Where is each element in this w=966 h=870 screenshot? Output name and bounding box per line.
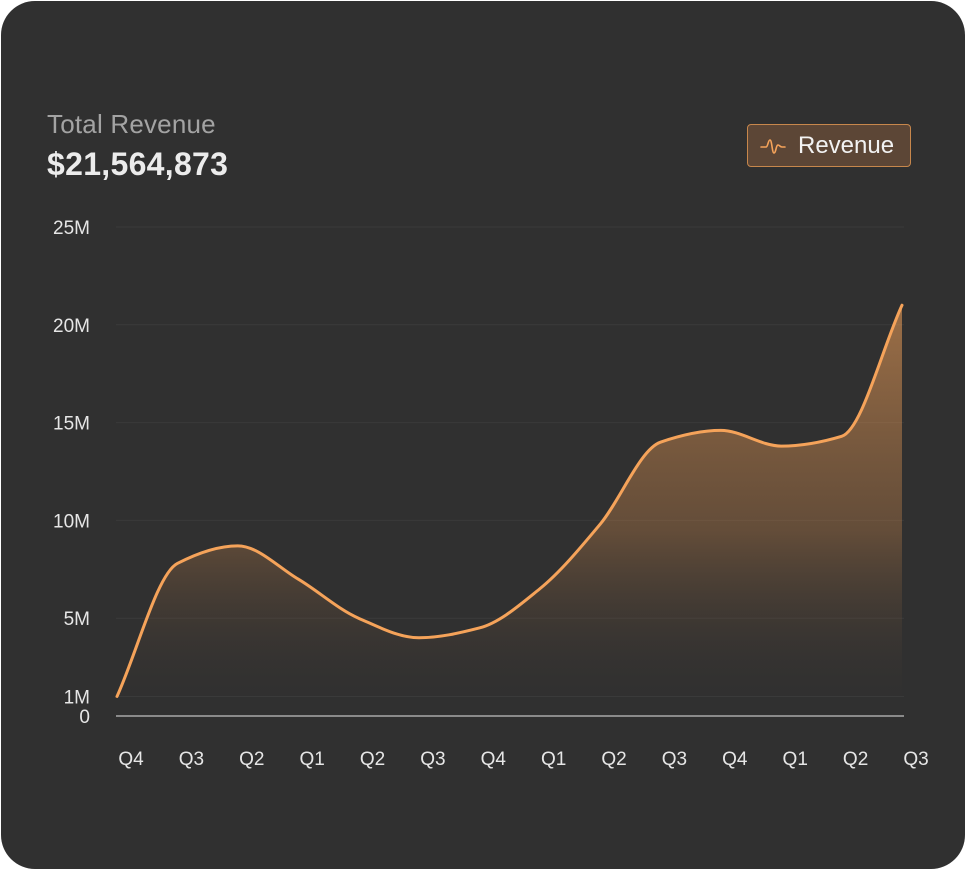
total-revenue-value: $21,564,873: [47, 146, 229, 182]
data-point: [899, 302, 905, 308]
legend-revenue[interactable]: Revenue: [747, 124, 911, 167]
y-tick-label: 25M: [53, 218, 90, 239]
data-point: [356, 615, 362, 621]
data-point: [597, 521, 603, 527]
data-point: [416, 635, 422, 641]
x-tick-label: Q3: [420, 749, 445, 770]
y-tick-label: 15M: [53, 414, 90, 435]
x-tick-label: Q4: [481, 749, 507, 770]
y-tick-label: 0: [79, 707, 90, 728]
x-tick-label: Q3: [903, 749, 928, 770]
x-tick-label: Q4: [118, 749, 144, 770]
legend-label: Revenue: [798, 131, 895, 159]
x-tick-label: Q3: [662, 749, 687, 770]
x-tick-label: Q3: [179, 749, 204, 770]
x-tick-label: Q1: [783, 749, 808, 770]
x-tick-label: Q4: [722, 749, 748, 770]
data-point: [778, 443, 784, 449]
data-point: [718, 427, 724, 433]
y-tick-label: 5M: [64, 609, 90, 630]
chart-title: Total Revenue: [47, 109, 216, 139]
x-tick-label: Q2: [239, 749, 264, 770]
x-tick-label: Q2: [843, 749, 868, 770]
y-tick-label: 10M: [53, 511, 90, 532]
data-point: [839, 433, 845, 439]
data-point: [537, 586, 543, 592]
y-tick-label: 20M: [53, 316, 90, 337]
data-point: [657, 439, 663, 445]
x-tick-label: Q1: [541, 749, 566, 770]
data-point: [174, 560, 180, 566]
revenue-area-fill: [117, 305, 902, 716]
wave-line-icon: [760, 138, 786, 154]
x-tick-label: Q1: [299, 749, 324, 770]
x-tick-label: Q2: [601, 749, 626, 770]
data-point: [295, 576, 301, 582]
revenue-line: [115, 303, 904, 698]
data-point: [476, 625, 482, 631]
y-tick-label: 1M: [64, 687, 90, 708]
data-point: [114, 693, 120, 699]
x-tick-label: Q2: [360, 749, 385, 770]
data-point: [235, 543, 241, 549]
